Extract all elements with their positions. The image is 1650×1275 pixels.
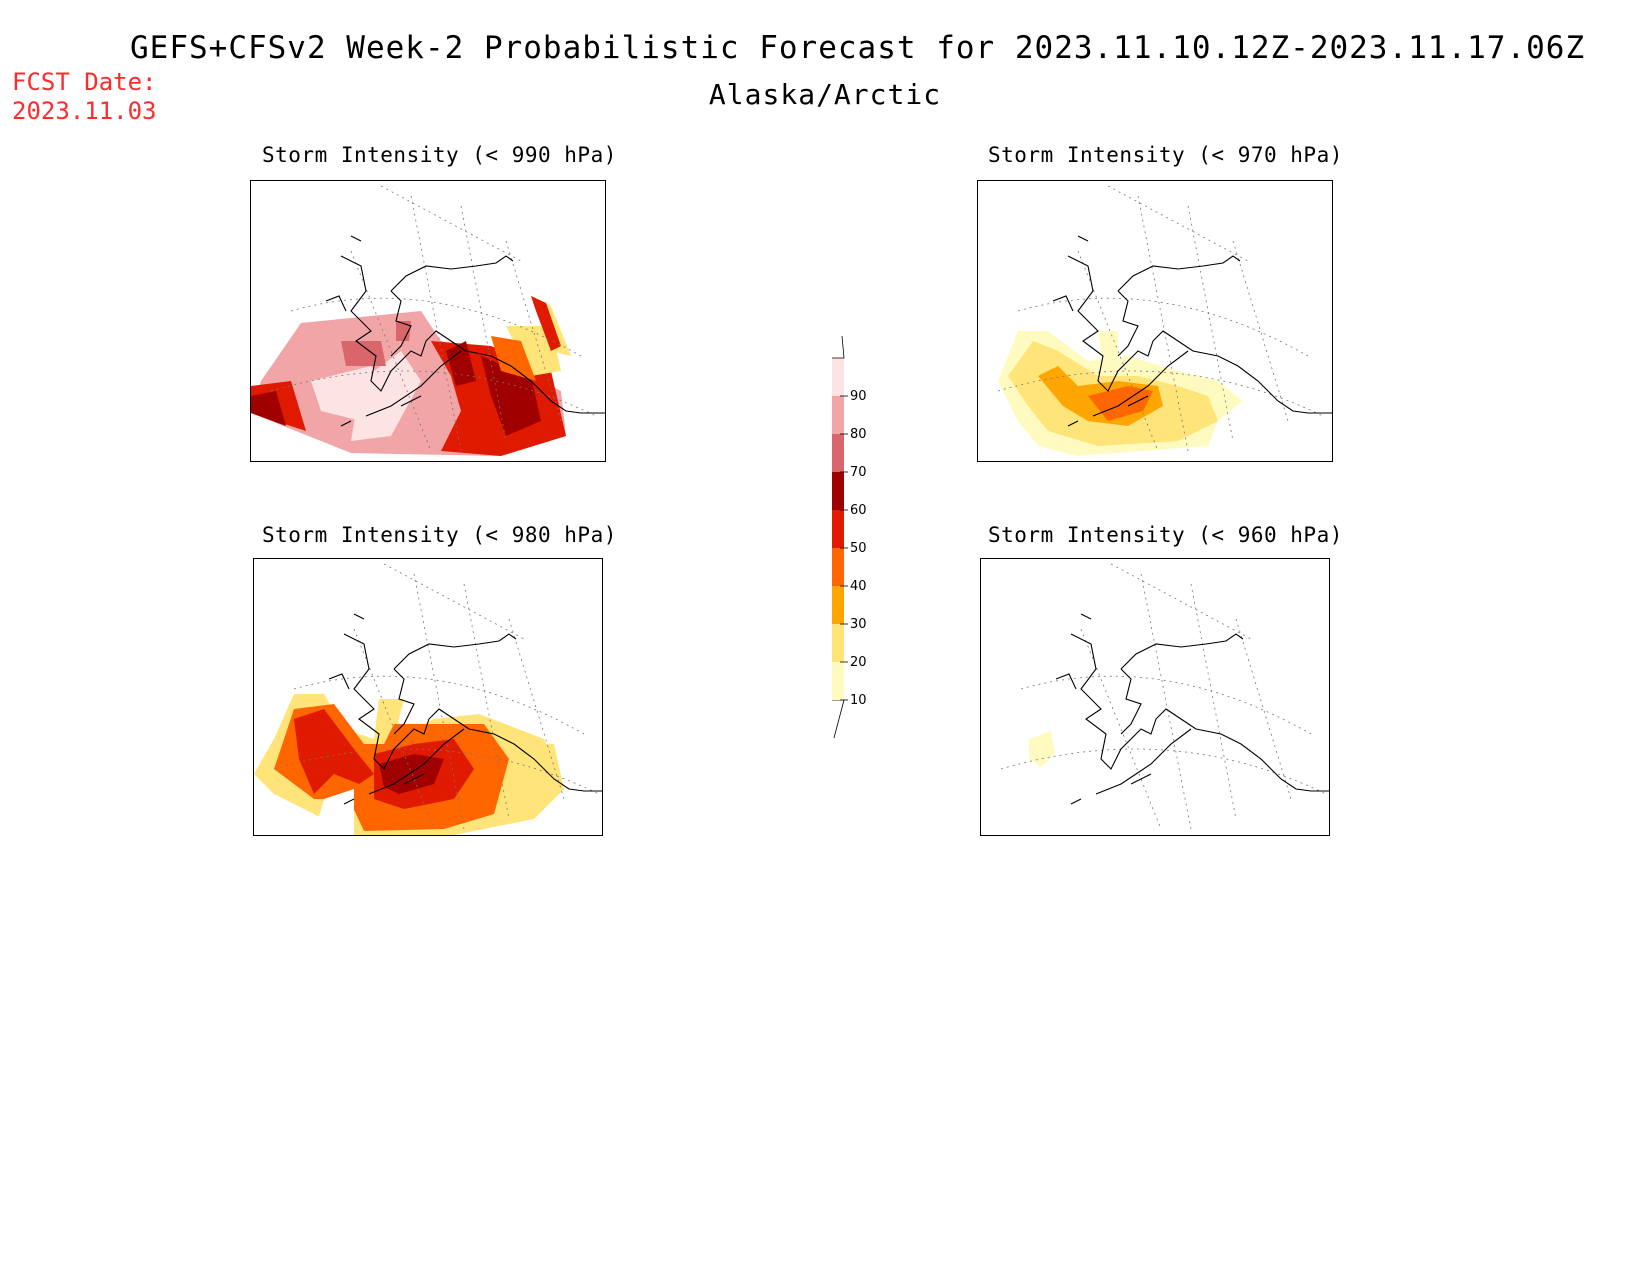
region-subtitle: Alaska/Arctic <box>708 78 942 111</box>
main-title: GEFS+CFSv2 Week-2 Probabilistic Forecast… <box>130 30 1586 66</box>
panel-title-980: Storm Intensity (< 980 hPa) <box>262 523 617 547</box>
graticule <box>270 185 597 452</box>
colorbar-swatch <box>832 586 844 624</box>
colorbar-tick-label: 60 <box>850 503 867 518</box>
probability-shading <box>254 694 564 835</box>
map-panel-960 <box>980 558 1330 836</box>
colorbar-swatch <box>832 434 844 472</box>
probability-shading <box>998 331 1243 456</box>
colorbar: 10 20 30 40 50 60 70 80 90 <box>832 335 867 739</box>
probability-shading <box>1029 731 1055 767</box>
map-panel-990 <box>250 180 606 462</box>
map-960 <box>1000 563 1329 830</box>
colorbar-tick-label: 50 <box>850 541 867 556</box>
coastline <box>325 235 605 427</box>
graticule <box>1000 563 1327 830</box>
map-panel-970 <box>977 180 1333 462</box>
colorbar-swatch <box>832 396 844 434</box>
coastline <box>328 613 602 805</box>
colorbar-tick-label: 90 <box>850 389 867 404</box>
colorbar-swatch <box>832 358 844 396</box>
coastline <box>1055 613 1329 805</box>
colorbar-tick-label: 10 <box>850 693 867 708</box>
colorbar-tick-label: 80 <box>850 427 867 442</box>
colorbar-swatch <box>832 624 844 662</box>
forecast-date-value: 2023.11.03 <box>12 97 157 125</box>
colorbar-swatch <box>832 662 844 700</box>
graticule <box>273 563 600 830</box>
map-970 <box>997 185 1332 456</box>
panel-title-970: Storm Intensity (< 970 hPa) <box>988 143 1343 167</box>
colorbar-upper-tip <box>832 335 845 359</box>
colorbar-tick-label: 70 <box>850 465 867 480</box>
panel-title-960: Storm Intensity (< 960 hPa) <box>988 523 1343 547</box>
forecast-date: FCST Date: 2023.11.03 <box>12 68 157 126</box>
colorbar-labels: 10 20 30 40 50 60 70 80 90 <box>840 389 867 708</box>
colorbar-swatch <box>832 548 844 586</box>
map-panel-980 <box>253 558 603 836</box>
forecast-date-label: FCST Date: <box>12 68 157 96</box>
coastline <box>1052 235 1332 427</box>
colorbar-lower-tip <box>832 699 845 739</box>
colorbar-tick-label: 20 <box>850 655 867 670</box>
graticule <box>997 185 1324 452</box>
panel-title-990: Storm Intensity (< 990 hPa) <box>262 143 617 167</box>
colorbar-tick-label: 30 <box>850 617 867 632</box>
map-990 <box>251 185 605 456</box>
map-980 <box>254 563 602 835</box>
colorbar-tick-label: 40 <box>850 579 867 594</box>
colorbar-swatch <box>832 510 844 548</box>
colorbar-swatch <box>832 472 844 510</box>
colorbar-swatches <box>832 335 845 739</box>
probability-shading <box>251 296 571 456</box>
